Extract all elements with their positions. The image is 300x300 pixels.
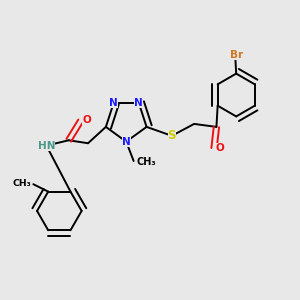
Text: N: N	[109, 98, 118, 108]
Text: N: N	[122, 137, 130, 147]
Text: O: O	[82, 116, 91, 125]
Text: N: N	[134, 98, 143, 108]
Text: CH₃: CH₃	[136, 158, 156, 167]
Text: HN: HN	[38, 141, 55, 151]
Text: Br: Br	[230, 50, 243, 60]
Text: O: O	[215, 143, 224, 153]
Text: S: S	[168, 129, 176, 142]
Text: CH₃: CH₃	[12, 179, 31, 188]
